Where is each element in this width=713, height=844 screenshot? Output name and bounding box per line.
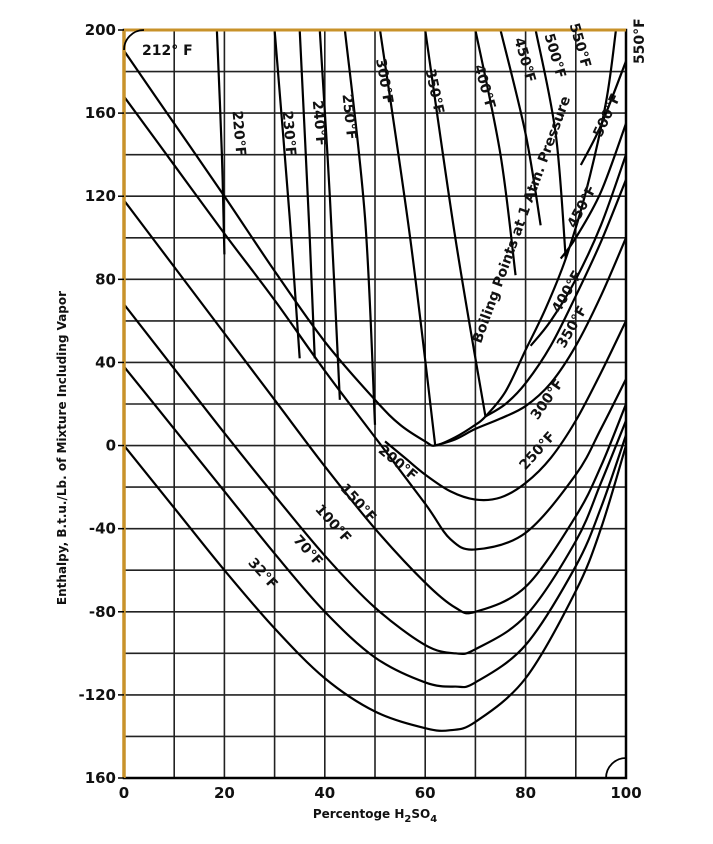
- isotherm-32f: [124, 444, 626, 732]
- y-tick-label: 40: [95, 353, 116, 371]
- corner-arc-top-left: [123, 29, 145, 51]
- vapor-line-250f: [318, 30, 341, 400]
- label-vapor-250f: 250°F: [339, 93, 360, 140]
- isotherm-70f: [124, 365, 626, 689]
- isotherm-150f: [124, 199, 626, 615]
- y-axis-label: Enthalpy, B.t.u./Lb. of Mixture Includin…: [55, 291, 69, 605]
- y-tick-label: 160: [85, 769, 116, 787]
- vapor-line-400f: [424, 30, 487, 417]
- y-tick-label: 200: [85, 21, 116, 39]
- label-200f: 200°F: [375, 442, 420, 484]
- isotherm-350f: [484, 179, 626, 418]
- vapor-line-450f: [474, 30, 517, 276]
- x-tick-label: 60: [415, 784, 436, 802]
- isotherm-300f: [434, 237, 626, 447]
- label-vapor-400f: 400°F: [470, 63, 498, 111]
- x-tick-label: 80: [515, 784, 536, 802]
- isotherm-100f: [124, 303, 626, 656]
- x-tick-label: 0: [119, 784, 129, 802]
- vapor-line-300f: [343, 30, 377, 425]
- x-tick-label: 20: [214, 784, 235, 802]
- x-axis-ticks: 0 20 40 60 80 100: [119, 784, 642, 802]
- vapor-line-230f: [273, 30, 301, 359]
- y-axis-ticks: 200 160 120 80 40 0 -40 -80 -120 160: [78, 21, 124, 787]
- vapor-line-550f: [534, 30, 567, 259]
- isotherm-curves: [124, 30, 626, 732]
- label-250f: 250°F: [516, 429, 559, 474]
- y-tick-label: 0: [106, 437, 116, 455]
- label-vapor-450f: 450°F: [510, 36, 538, 84]
- y-tick-label: -40: [89, 520, 116, 538]
- isotherm-200f: [124, 95, 626, 551]
- plot-frame: [122, 28, 628, 780]
- annotation-550f-edge: 550°F: [632, 18, 648, 64]
- corner-arc-bottom-right: [605, 757, 627, 779]
- label-vapor-230f: 230°F: [279, 110, 299, 157]
- label-100f: 100°F: [312, 502, 355, 547]
- boiling-point-curve: [124, 30, 618, 447]
- vapor-line-500f: [499, 30, 542, 226]
- y-tick-label: 160: [85, 104, 116, 122]
- vapor-line-350f: [378, 30, 437, 446]
- y-tick-label: -120: [78, 686, 116, 704]
- x-axis-label: Percentoge H2SO4: [313, 807, 437, 825]
- y-tick-label: 80: [95, 270, 116, 288]
- label-500f: 500°F: [590, 91, 624, 139]
- isotherm-450f: [559, 123, 626, 260]
- label-vapor-240f: 240°F: [309, 100, 329, 147]
- y-tick-label: 120: [85, 187, 116, 205]
- label-vapor-220f: 220°F: [228, 110, 248, 157]
- isotherm-400f: [529, 154, 626, 347]
- vapor-line-220f: [215, 30, 226, 255]
- x-tick-label: 100: [610, 784, 641, 802]
- y-tick-label: -80: [89, 603, 116, 621]
- x-tick-label: 40: [314, 784, 335, 802]
- isotherm-250f: [384, 320, 626, 502]
- annotation-212f: 212° F: [142, 43, 193, 59]
- label-vapor-300f: 300°F: [372, 57, 396, 105]
